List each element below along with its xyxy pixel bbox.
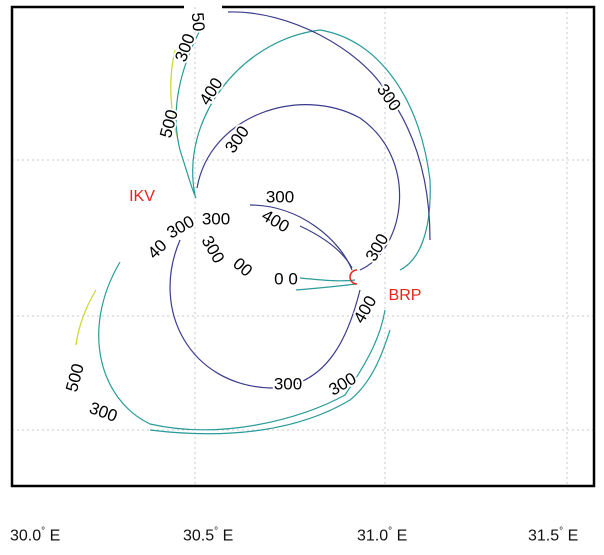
- contour-label-center-0-0: 0 0: [274, 269, 298, 288]
- contour-label-bottom-300: 300: [274, 374, 302, 393]
- contour-label-center-300-a: 300: [266, 187, 294, 206]
- x-tick-label: 31.5° E: [528, 526, 578, 545]
- x-tick-value: 30.0: [10, 527, 42, 545]
- station-label-brp: BRP: [389, 287, 422, 304]
- x-tick-value: 30.5: [183, 527, 215, 545]
- contour-line-400: [295, 283, 357, 291]
- station-marker-brp: [349, 269, 358, 285]
- x-tick-label: 30.5° E: [183, 526, 233, 545]
- x-tick-value: 31.0: [357, 527, 389, 545]
- x-tick-unit: E: [218, 527, 234, 545]
- contour-line-300: [227, 11, 431, 241]
- x-tick-unit: E: [563, 527, 579, 545]
- x-tick-value: 31.5: [528, 527, 560, 545]
- x-tick-label: 31.0° E: [357, 526, 407, 545]
- contour-label-center-300-c: 300: [202, 209, 230, 228]
- degree-symbol: °: [388, 526, 393, 537]
- contour-line-500: [170, 49, 179, 141]
- x-tick-unit: E: [45, 527, 61, 545]
- contour-line-400: [192, 29, 431, 271]
- contour-line-400: [149, 329, 391, 435]
- contour-line-500: [75, 289, 97, 346]
- x-tick-unit: E: [392, 527, 408, 545]
- grid-lines: [12, 7, 594, 486]
- contour-line-300: [169, 239, 361, 389]
- degree-symbol: °: [214, 526, 219, 537]
- contour-lines: [75, 11, 431, 435]
- degree-symbol: °: [559, 526, 564, 537]
- contour-line-400: [175, 29, 201, 199]
- x-tick-label: 30.0° E: [10, 526, 60, 545]
- stations: IKV BRP: [129, 188, 421, 304]
- contour-line-300: [196, 104, 401, 271]
- station-label-ikv: IKV: [129, 188, 155, 205]
- map-frame: [10, 5, 596, 488]
- contour-line-400: [98, 261, 386, 431]
- contour-label-top-50: 50: [188, 12, 209, 33]
- degree-symbol: °: [41, 526, 46, 537]
- contour-line-300: [299, 225, 353, 269]
